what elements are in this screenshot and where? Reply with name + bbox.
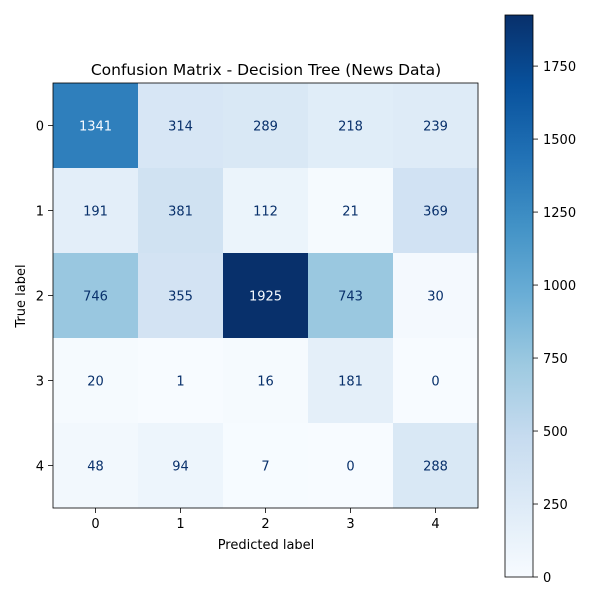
- cell-value-r2-c3: 743: [338, 290, 363, 305]
- cell-value-labels: 1341 314 289 218 239 191 381 112 21 369 746 355 1925…: [79, 120, 448, 475]
- cell-value-r3-c0: 20: [87, 375, 104, 390]
- x-tick-label-4: 4: [431, 517, 439, 532]
- heatmap-cell-r3-c1: [138, 338, 224, 424]
- heatmap-cell-r0-c1: [138, 83, 224, 169]
- cell-value-r1-c0: 191: [83, 205, 108, 220]
- heatmap-cell-r2-c4: [393, 253, 479, 339]
- heatmap-cell-r3-c4: [393, 338, 479, 424]
- y-tick-label-1: 1: [36, 205, 44, 220]
- cell-value-r0-c0: 1341: [79, 120, 112, 135]
- cell-value-r4-c3: 0: [346, 460, 354, 475]
- heatmap-cell-r0-c3: [308, 83, 394, 169]
- colorbar-tick-label-250: 250: [543, 498, 568, 513]
- heatmap-cell-r0-c2: [223, 83, 309, 169]
- heatmap-cell-r1-c1: [138, 168, 224, 254]
- y-axis-label: True label: [14, 264, 29, 328]
- cell-value-r2-c0: 746: [83, 290, 108, 305]
- colorbar-tick-label-1750: 1750: [543, 60, 576, 75]
- colorbar-tick-label-1000: 1000: [543, 279, 576, 294]
- colorbar-tick-label-0: 0: [543, 571, 551, 586]
- y-tick-label-0: 0: [36, 120, 44, 135]
- chart-title: Confusion Matrix - Decision Tree (News D…: [91, 61, 441, 79]
- cell-value-r4-c1: 94: [172, 460, 189, 475]
- heatmap-cell-r4-c0: [53, 423, 139, 509]
- cell-value-r4-c2: 7: [261, 460, 269, 475]
- colorbar-tick-label-1500: 1500: [543, 133, 576, 148]
- cell-value-r3-c2: 16: [257, 375, 274, 390]
- heatmap-cell-r2-c2: [223, 253, 309, 339]
- cell-value-r4-c0: 48: [87, 460, 104, 475]
- cell-value-r4-c4: 288: [423, 460, 448, 475]
- colorbar-tick-label-1250: 1250: [543, 206, 576, 221]
- heatmap-cell-r2-c3: [308, 253, 394, 339]
- heatmap-cell-r4-c1: [138, 423, 224, 509]
- heatmap-cell-r0-c4: [393, 83, 479, 169]
- x-tick-label-3: 3: [346, 517, 354, 532]
- heatmap-cell-r3-c0: [53, 338, 139, 424]
- heatmap-cell-r0-c0: [53, 83, 139, 169]
- cell-value-r2-c2: 1925: [249, 290, 282, 305]
- cell-value-r2-c1: 355: [168, 290, 193, 305]
- heatmap-cell-r1-c2: [223, 168, 309, 254]
- cell-value-r3-c4: 0: [431, 375, 439, 390]
- colorbar-gradient-bar: [504, 14, 534, 578]
- colorbar-tick-label-500: 500: [543, 425, 568, 440]
- cell-value-r0-c2: 289: [253, 120, 278, 135]
- cell-value-r1-c3: 21: [342, 205, 359, 220]
- heatmap-cell-r2-c1: [138, 253, 224, 339]
- x-tick-label-2: 2: [261, 517, 269, 532]
- y-tick-label-3: 3: [36, 375, 44, 390]
- cell-value-r0-c1: 314: [168, 120, 193, 135]
- heatmap-cell-r1-c0: [53, 168, 139, 254]
- heatmap-cell-r3-c3: [308, 338, 394, 424]
- cell-value-r0-c4: 239: [423, 120, 448, 135]
- heatmap-cell-r4-c2: [223, 423, 309, 509]
- heatmap-cell-r4-c3: [308, 423, 394, 509]
- colorbar: 0 250 500 750 1000 1250 1500 1750: [504, 14, 576, 586]
- y-axis: 0 1 2 3 4: [36, 120, 53, 475]
- x-axis: 0 1 2 3 4: [91, 508, 440, 532]
- heatmap-cell-r2-c0: [53, 253, 139, 339]
- cell-value-r1-c2: 112: [253, 205, 278, 220]
- y-tick-label-4: 4: [36, 460, 44, 475]
- x-tick-label-1: 1: [176, 517, 184, 532]
- colorbar-tick-label-750: 750: [543, 352, 568, 367]
- y-tick-label-2: 2: [36, 290, 44, 305]
- cell-value-r2-c4: 30: [427, 290, 444, 305]
- cell-value-r1-c1: 381: [168, 205, 193, 220]
- x-tick-label-0: 0: [91, 517, 99, 532]
- x-axis-label: Predicted label: [218, 538, 315, 553]
- cell-value-r1-c4: 369: [423, 205, 448, 220]
- heatmap-cell-r1-c4: [393, 168, 479, 254]
- heatmap-cells: [52, 82, 479, 509]
- cell-value-r3-c1: 1: [176, 375, 184, 390]
- heatmap-cell-r3-c2: [223, 338, 309, 424]
- cell-value-r0-c3: 218: [338, 120, 363, 135]
- heatmap-cell-r1-c3: [308, 168, 394, 254]
- cell-value-r3-c3: 181: [338, 375, 363, 390]
- heatmap-cell-r4-c4: [393, 423, 479, 509]
